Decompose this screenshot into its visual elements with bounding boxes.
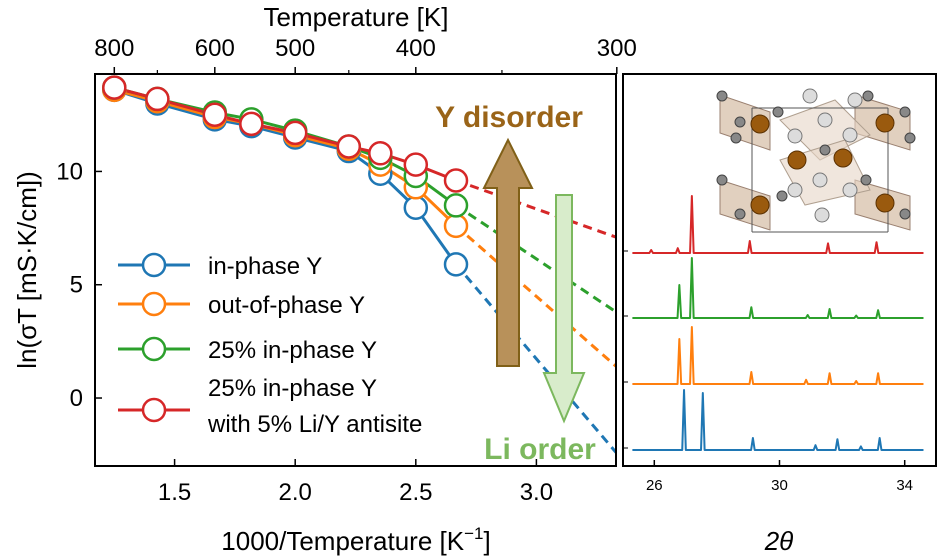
li-atom [730, 132, 742, 144]
y-atom [750, 114, 770, 134]
xrd-x-axis-label: 2θ [764, 526, 794, 556]
li-atom [899, 208, 911, 220]
data-point [443, 213, 469, 239]
x-axis-label: 1000/Temperature [K−1] [221, 524, 490, 556]
data-point [403, 152, 429, 177]
legend-label-out-of-phase: out-of-phase Y [208, 292, 365, 319]
data-point [443, 252, 469, 277]
main-chart: Temperature [K] 800 600 500 400 300 1.5 2.0 2.… [12, 2, 637, 556]
extrapolation-lines [454, 179, 616, 454]
extrapolation-line [455, 179, 616, 239]
data-point [145, 86, 170, 112]
data-point [403, 195, 429, 220]
halide-atom [842, 127, 858, 143]
xrd-x-tick-label: 34 [896, 477, 913, 494]
top-tick-label: 400 [396, 35, 436, 62]
legend-label-in-phase: in-phase Y [208, 253, 322, 280]
legend-entry-antisite: 25% in-phase Y with 5% Li/Y antisite [118, 375, 422, 438]
data-point [202, 102, 228, 128]
li-atom [734, 208, 746, 220]
legend-label-antisite: 25% in-phase Y [208, 375, 377, 402]
halide-atom [802, 88, 818, 104]
series-markers [102, 75, 469, 277]
top-tick-label: 500 [275, 35, 315, 62]
polyhedron-face [719, 179, 771, 231]
xrd-pattern [632, 326, 924, 385]
legend-label-25-in-phase: 25% in-phase Y [208, 337, 377, 364]
y-disorder-label: Y disorder [435, 101, 583, 134]
extrapolation-line [455, 224, 616, 368]
xrd-panel: 26 30 34 2θ [622, 73, 937, 556]
data-point [443, 168, 469, 193]
top-axis-ticks: 800 600 500 400 300 [94, 35, 637, 74]
y-axis-label: ln(σT [mS·K/cm]) [12, 171, 42, 369]
li-atom [862, 90, 874, 102]
bottom-axis-ticks: 1.5 2.0 2.5 3.0 [158, 459, 553, 506]
xrd-x-tick-label: 30 [771, 477, 788, 494]
left-axis-ticks: 0 5 10 [56, 158, 102, 412]
li-atom [899, 106, 911, 118]
x-tick-label: 3.0 [520, 479, 553, 506]
halide-atom [814, 207, 830, 223]
li-order-label: Li order [484, 433, 596, 466]
y-disorder-arrow [482, 137, 534, 367]
y-tick-label: 5 [70, 272, 83, 299]
halide-atom [817, 112, 833, 128]
legend-label-antisite-line2: with 5% Li/Y antisite [207, 411, 422, 438]
y-atom [833, 148, 853, 168]
data-point [282, 120, 308, 146]
li-atom [819, 144, 831, 156]
xrd-pattern [632, 195, 924, 254]
halide-atom [842, 182, 858, 198]
legend-entry-out-of-phase: out-of-phase Y [118, 291, 365, 319]
xrd-plot-frame [622, 73, 937, 467]
y-atom [750, 195, 770, 215]
top-tick-label: 800 [94, 35, 134, 62]
data-point [368, 141, 393, 166]
li-atom [716, 174, 728, 186]
li-atom [904, 132, 916, 144]
data-point [336, 134, 362, 159]
x-tick-label: 2.0 [279, 479, 312, 506]
li-atom [860, 174, 872, 186]
halide-atom [812, 172, 828, 188]
top-tick-label: 600 [195, 35, 235, 62]
halide-atom [847, 92, 863, 108]
xrd-pattern [632, 389, 924, 451]
li-atom [772, 106, 784, 118]
extrapolation-line [455, 204, 616, 314]
legend-entry-in-phase: in-phase Y [118, 252, 322, 280]
y-atom [875, 113, 895, 133]
data-point [102, 75, 127, 100]
top-tick-label: 300 [597, 35, 637, 62]
li-order-arrow [542, 194, 586, 424]
extrapolation-line [454, 263, 616, 454]
y-atom [787, 150, 807, 170]
xrd-pattern [632, 257, 924, 319]
x-tick-label: 1.5 [158, 479, 191, 506]
li-atom [734, 116, 746, 128]
legend-entry-25-in-phase: 25% in-phase Y [118, 336, 377, 364]
halide-atom [787, 182, 803, 198]
top-axis-label: Temperature [K] [264, 2, 449, 32]
legend: in-phase Y out-of-phase Y 25% in-phase Y… [118, 252, 422, 438]
data-point [239, 111, 264, 137]
xrd-x-tick-label: 26 [646, 477, 663, 494]
li-atom [776, 190, 788, 202]
data-point [443, 193, 469, 218]
x-tick-label: 2.5 [399, 479, 432, 506]
xrd-axis-ticks: 26 30 34 [623, 250, 913, 494]
main-plot-frame [94, 73, 617, 467]
xrd-traces [632, 195, 924, 451]
y-atom [875, 193, 895, 213]
crystal-structure-inset [716, 88, 916, 233]
y-tick-label: 10 [56, 158, 83, 185]
li-atom [716, 90, 728, 102]
halide-atom [787, 128, 803, 144]
y-tick-label: 0 [70, 385, 83, 412]
